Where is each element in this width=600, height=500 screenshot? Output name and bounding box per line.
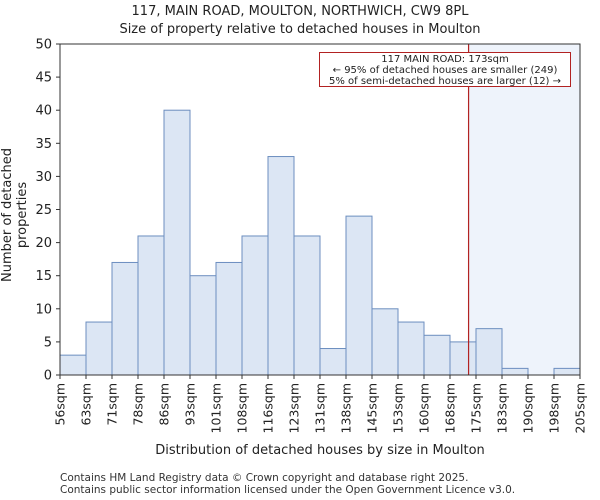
bar-101sqm (215, 261, 243, 376)
y-tick-label: 10 (35, 302, 52, 317)
x-tick-label: 63sqm (79, 383, 94, 426)
x-tick-label: 145sqm (365, 383, 380, 433)
bar-116sqm (267, 156, 295, 376)
x-tick-label: 190sqm (521, 383, 536, 433)
x-tick-label: 108sqm (235, 383, 250, 433)
x-tick-label: 86sqm (157, 383, 172, 426)
x-tick-label: 160sqm (417, 383, 432, 433)
bar-123sqm (293, 235, 321, 376)
bar-138sqm (345, 215, 373, 376)
x-axis-label: Distribution of detached houses by size … (155, 443, 485, 458)
annotation-line2: ← 95% of detached houses are smaller (24… (332, 65, 558, 76)
x-tick-label: 175sqm (469, 383, 484, 433)
chart-title-line1: 117, MAIN ROAD, MOULTON, NORTHWICH, CW9 … (131, 4, 469, 19)
y-tick-label: 45 (35, 71, 52, 86)
y-tick-label: 25 (35, 203, 52, 218)
x-tick-label: 138sqm (339, 383, 354, 433)
annotation-line1: 117 MAIN ROAD: 173sqm (381, 54, 509, 65)
bar-93sqm (189, 275, 217, 376)
y-tick-label: 50 (35, 38, 52, 53)
bar-183sqm (501, 367, 529, 376)
bar-153sqm (397, 321, 425, 376)
y-tick-label: 40 (35, 104, 52, 119)
x-tick-label: 56sqm (53, 383, 68, 426)
bar-108sqm (241, 235, 269, 376)
x-tick-label: 198sqm (547, 383, 562, 433)
x-tick-label: 71sqm (105, 383, 120, 426)
y-axis-label: Number of detached properties (0, 148, 30, 282)
footer-line2: Contains public sector information licen… (60, 484, 516, 496)
x-tick-label: 116sqm (261, 383, 276, 433)
x-tick-label: 123sqm (287, 383, 302, 433)
x-tick-label: 93sqm (183, 383, 198, 426)
y-tick-label: 20 (35, 236, 52, 251)
footer-line1: Contains HM Land Registry data © Crown c… (60, 472, 469, 484)
x-tick-label: 168sqm (443, 383, 458, 433)
y-tick-label: 35 (35, 137, 52, 152)
y-tick-label: 5 (44, 335, 52, 350)
bar-56sqm (59, 354, 87, 376)
bar-78sqm (137, 235, 165, 376)
bar-131sqm (319, 348, 347, 376)
chart-title-line2: Size of property relative to detached ho… (119, 22, 481, 37)
bar-175sqm (475, 328, 503, 376)
bar-71sqm (111, 261, 139, 376)
y-tick-label: 15 (35, 269, 52, 284)
annotation-box: 117 MAIN ROAD: 173sqm ← 95% of detached … (319, 52, 571, 87)
bar-168sqm (449, 341, 477, 376)
x-tick-label: 101sqm (209, 383, 224, 433)
x-tick-label: 131sqm (313, 383, 328, 433)
bar-145sqm (371, 308, 399, 376)
y-tick-label: 30 (35, 170, 52, 185)
highlight-region (468, 44, 580, 375)
bar-86sqm (163, 109, 191, 376)
bar-160sqm (423, 334, 451, 376)
x-tick-label: 153sqm (391, 383, 406, 433)
x-tick-label: 183sqm (495, 383, 510, 433)
bar-63sqm (85, 321, 113, 376)
x-tick-label: 205sqm (573, 383, 588, 433)
y-tick-label: 0 (44, 369, 52, 384)
bar-198sqm (553, 367, 581, 376)
x-tick-label: 78sqm (131, 383, 146, 426)
annotation-line3: 5% of semi-detached houses are larger (1… (328, 76, 562, 87)
